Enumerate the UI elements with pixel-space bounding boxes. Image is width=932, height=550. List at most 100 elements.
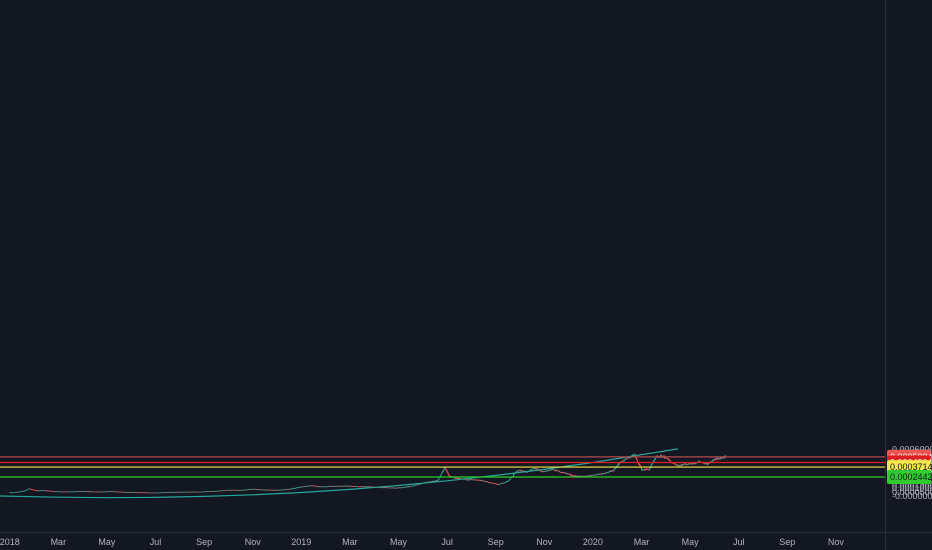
candle-body: [182, 491, 184, 493]
candle-body: [246, 489, 248, 491]
candle-body: [401, 487, 403, 489]
time-axis[interactable]: 2018 Mar May Jul Sep Nov 2019 Mar May Jul Sep Nov 20…: [0, 537, 844, 547]
candle-body: [607, 472, 609, 474]
candle-body: [305, 486, 307, 488]
candle-body: [32, 489, 34, 491]
candle-body: [475, 479, 476, 481]
candle-body: [445, 469, 447, 471]
candle-body: [533, 468, 535, 470]
candle-body: [199, 491, 201, 493]
candle-body: [553, 469, 555, 471]
candle-body: [723, 457, 725, 459]
candle-body: [547, 470, 549, 472]
candle-body: [122, 491, 124, 493]
candle-body: [334, 486, 336, 487]
candle-body: [658, 457, 659, 458]
candle-body: [688, 464, 689, 465]
candle-body: [520, 470, 522, 472]
candle-body: [296, 487, 298, 489]
candle-body: [232, 489, 234, 491]
candle-body: [408, 486, 410, 488]
candle-body: [674, 463, 676, 465]
candle-body: [483, 480, 485, 482]
candle-body: [492, 482, 494, 484]
candle-body: [165, 492, 167, 494]
candle-body: [86, 491, 88, 493]
candle-body: [334, 486, 335, 487]
candle-body: [34, 489, 36, 491]
candle-body: [551, 469, 553, 470]
candle-body: [691, 463, 693, 465]
candle-body: [155, 492, 157, 494]
candle-body: [117, 491, 119, 493]
candle-body: [168, 492, 169, 493]
candle-body: [267, 489, 269, 491]
candle-body: [300, 486, 302, 488]
candle-body: [332, 486, 334, 487]
candle-body: [688, 462, 690, 465]
candle-body: [518, 470, 520, 471]
candle-body: [366, 486, 368, 488]
candle-body: [270, 489, 272, 491]
candle-body: [564, 472, 566, 474]
candle-body: [62, 491, 64, 493]
candle-body: [371, 486, 373, 488]
candle-body: [196, 491, 198, 493]
candle-body: [361, 486, 363, 488]
candle-body: [654, 459, 655, 461]
candle-body: [510, 477, 512, 479]
candle-body: [596, 474, 598, 475]
candle-body: [249, 489, 251, 490]
candle-body: [554, 469, 556, 471]
candle-body: [411, 485, 412, 487]
candle-body: [121, 491, 122, 493]
candle-body: [193, 491, 195, 493]
plot-area[interactable]: [0, 448, 885, 499]
candle-body: [337, 485, 339, 487]
candle-body: [277, 489, 279, 491]
candle-body: [418, 483, 420, 485]
candle-body: [714, 458, 716, 460]
candle-body: [501, 482, 503, 484]
candle-body: [84, 491, 86, 492]
x-tick-label: Jul: [441, 537, 453, 547]
candle-body: [485, 481, 487, 483]
candle-body: [108, 491, 109, 493]
candle-body: [240, 490, 242, 491]
candle-body: [579, 475, 581, 477]
candle-body: [363, 486, 365, 488]
candle-body: [125, 492, 127, 493]
candle-body: [592, 474, 594, 476]
candle-body: [78, 491, 80, 492]
candle-body: [443, 469, 445, 471]
candle-body: [550, 469, 552, 471]
candle-body: [495, 483, 497, 485]
candle-body: [505, 481, 507, 483]
candle-body: [545, 470, 547, 472]
candle-body: [400, 487, 402, 489]
candle-body: [470, 479, 472, 481]
candle-body: [47, 490, 49, 492]
candle-body: [242, 489, 244, 491]
candle-body: [273, 489, 275, 491]
candle-body: [603, 473, 605, 475]
candle-body: [561, 472, 563, 474]
x-tick-label: Jul: [733, 537, 745, 547]
candle-body: [480, 480, 482, 482]
candle-body: [412, 485, 414, 487]
candle-body: [329, 486, 331, 487]
candle-body: [20, 491, 22, 493]
candle-body: [676, 464, 678, 466]
candle-body: [257, 489, 259, 490]
candle-body: [238, 489, 240, 491]
parabolic-trend-curve[interactable]: [0, 448, 679, 499]
candle-body: [326, 486, 328, 487]
candle-body: [39, 490, 41, 492]
candle-body: [124, 491, 126, 493]
candle-body: [240, 490, 242, 491]
candle-body: [666, 457, 668, 459]
candle-body: [104, 491, 105, 493]
candle-body: [532, 468, 534, 470]
candle-body: [230, 489, 232, 491]
